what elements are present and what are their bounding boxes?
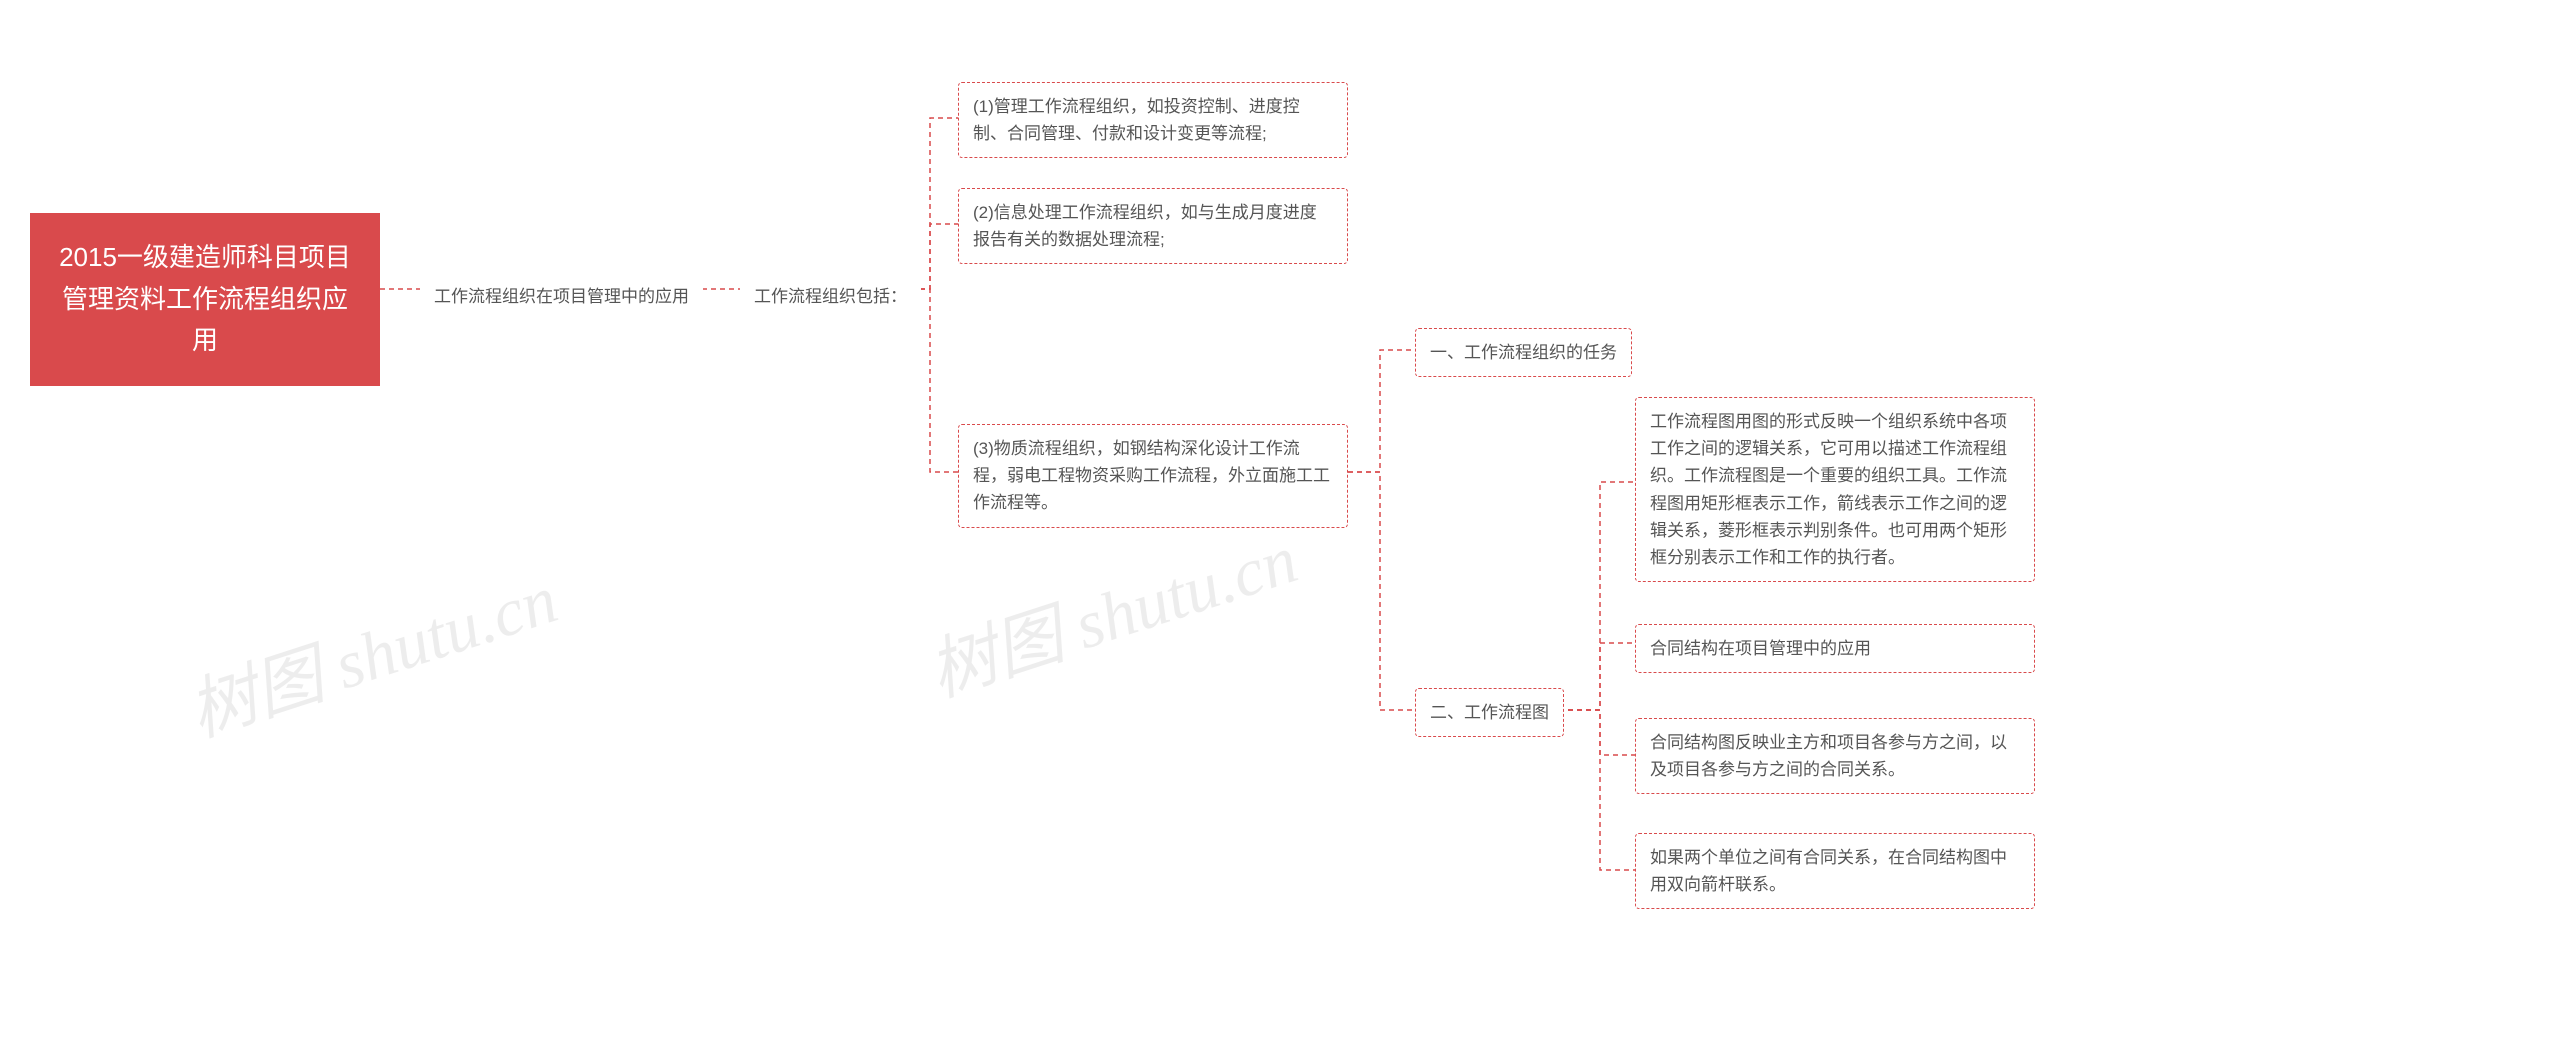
leaf-4[interactable]: 如果两个单位之间有合同关系，在合同结构图中用双向箭杆联系。 — [1635, 833, 2035, 909]
watermark-1: 树图 shutu.cn — [174, 543, 567, 755]
item-1-text: (1)管理工作流程组织，如投资控制、进度控制、合同管理、付款和设计变更等流程; — [973, 97, 1300, 143]
sub-1-text: 一、工作流程组织的任务 — [1430, 343, 1617, 362]
leaf-4-text: 如果两个单位之间有合同关系，在合同结构图中用双向箭杆联系。 — [1650, 848, 2007, 894]
leaf-1[interactable]: 工作流程图用图的形式反映一个组织系统中各项工作之间的逻辑关系，它可用以描述工作流… — [1635, 397, 2035, 582]
leaf-1-text: 工作流程图用图的形式反映一个组织系统中各项工作之间的逻辑关系，它可用以描述工作流… — [1650, 412, 2007, 567]
sub-1[interactable]: 一、工作流程组织的任务 — [1415, 328, 1632, 377]
item-3-text: (3)物质流程组织，如钢结构深化设计工作流程，弱电工程物资采购工作流程，外立面施… — [973, 439, 1330, 512]
level1-node[interactable]: 工作流程组织在项目管理中的应用 — [420, 273, 703, 320]
item-1[interactable]: (1)管理工作流程组织，如投资控制、进度控制、合同管理、付款和设计变更等流程; — [958, 82, 1348, 158]
item-2[interactable]: (2)信息处理工作流程组织，如与生成月度进度报告有关的数据处理流程; — [958, 188, 1348, 264]
level1-text: 工作流程组织在项目管理中的应用 — [434, 287, 689, 306]
root-text: 2015一级建造师科目项目管理资料工作流程组织应用 — [59, 242, 351, 355]
item-3[interactable]: (3)物质流程组织，如钢结构深化设计工作流程，弱电工程物资采购工作流程，外立面施… — [958, 424, 1348, 528]
leaf-2-text: 合同结构在项目管理中的应用 — [1650, 639, 1871, 658]
item-2-text: (2)信息处理工作流程组织，如与生成月度进度报告有关的数据处理流程; — [973, 203, 1317, 249]
sub-2[interactable]: 二、工作流程图 — [1415, 688, 1564, 737]
level2-node[interactable]: 工作流程组织包括： — [740, 273, 921, 320]
sub-2-text: 二、工作流程图 — [1430, 703, 1549, 722]
watermark-2: 树图 shutu.cn — [914, 503, 1307, 715]
root-node[interactable]: 2015一级建造师科目项目管理资料工作流程组织应用 — [30, 213, 380, 386]
level2-text: 工作流程组织包括： — [754, 287, 907, 306]
leaf-3[interactable]: 合同结构图反映业主方和项目各参与方之间，以及项目各参与方之间的合同关系。 — [1635, 718, 2035, 794]
leaf-3-text: 合同结构图反映业主方和项目各参与方之间，以及项目各参与方之间的合同关系。 — [1650, 733, 2007, 779]
leaf-2[interactable]: 合同结构在项目管理中的应用 — [1635, 624, 2035, 673]
